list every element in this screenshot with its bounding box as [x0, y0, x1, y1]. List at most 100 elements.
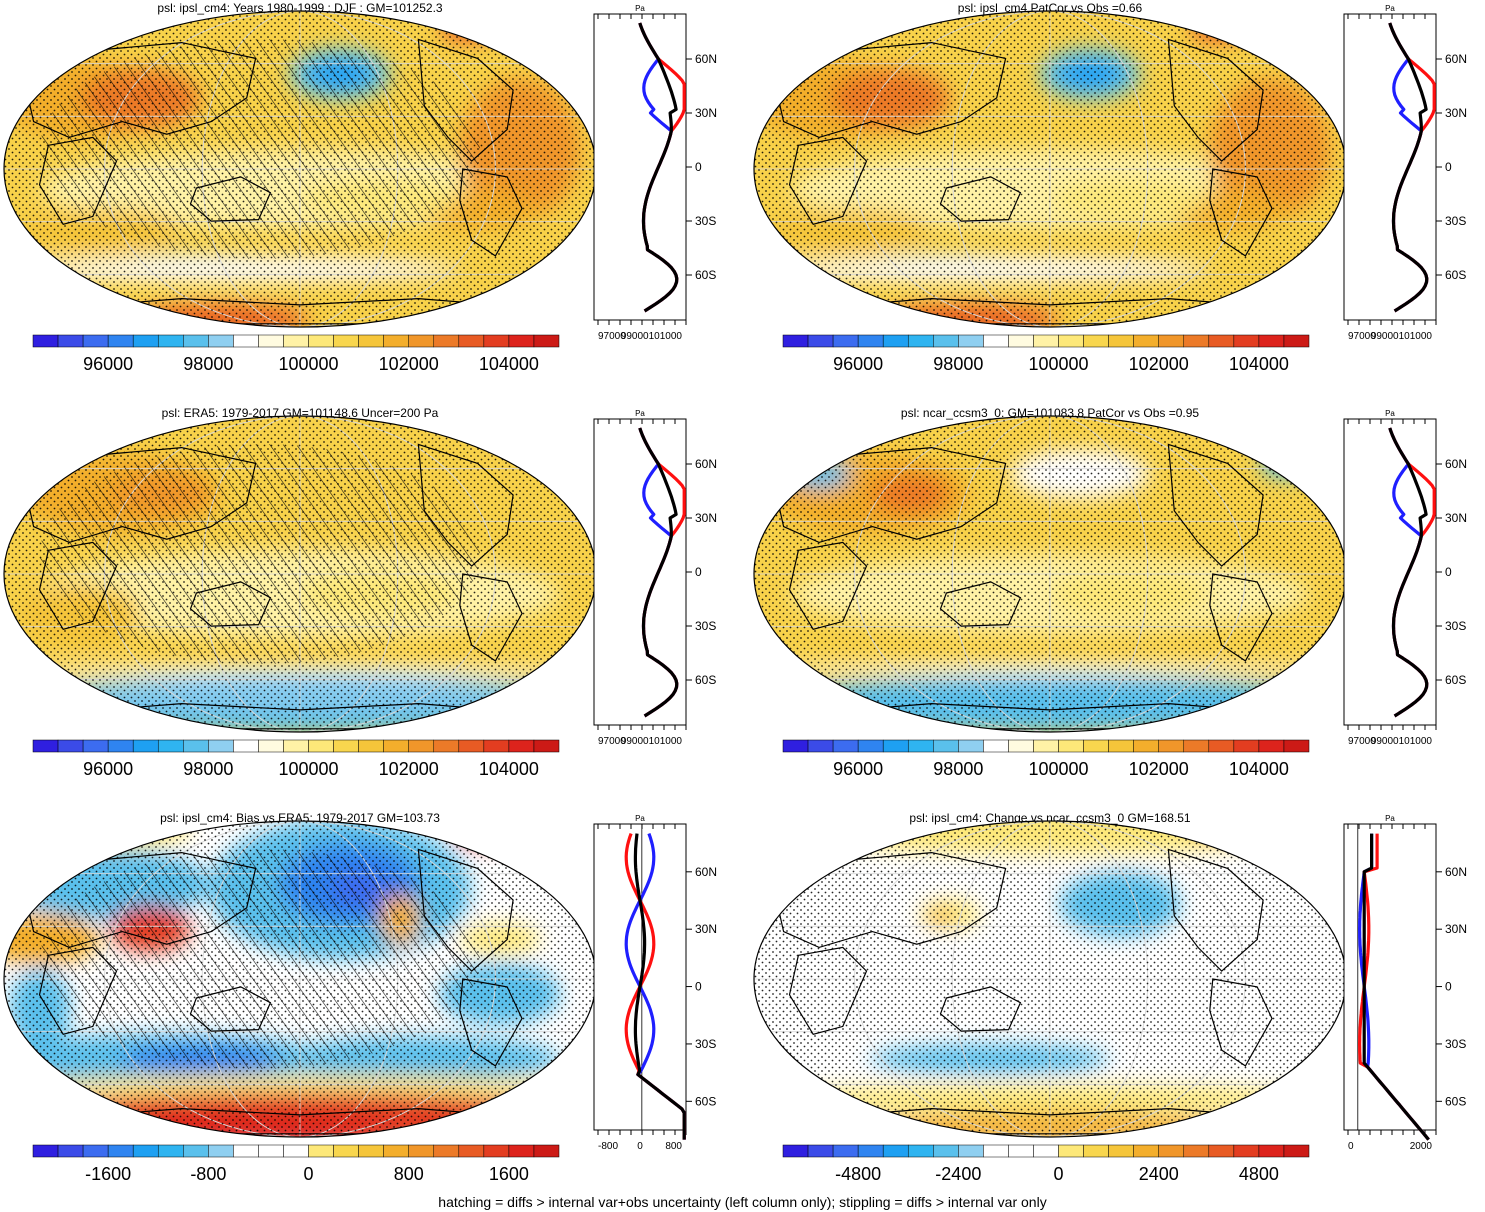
colorbar-swatch: [983, 739, 1009, 753]
colorbar-swatch: [283, 334, 309, 348]
profile-xtick-label: 99000101000: [621, 331, 683, 342]
colorbar-swatch: [333, 334, 359, 348]
coastline: [24, 851, 257, 949]
profile-ytick-label: 60N: [1445, 865, 1467, 879]
profile-ytick-label: 30N: [1445, 922, 1467, 936]
profile-frame: [1343, 13, 1437, 321]
colorbar-swatch: [857, 739, 884, 753]
coastline: [788, 136, 868, 225]
map-field: [4, 11, 596, 327]
colorbar-swatch: [132, 739, 159, 753]
profile-xtick-label: 99000101000: [1371, 736, 1433, 747]
colorbar-tick-label: 96000: [83, 759, 133, 779]
colorbar-swatch: [433, 334, 460, 348]
colorbar-swatch: [183, 334, 209, 348]
colorbar-swatch: [1008, 739, 1034, 753]
profile-line-black: [1362, 833, 1430, 1141]
panel-title: psl: ncar_ccsm3_0: GM=101083.8 PatCor vs…: [901, 406, 1199, 420]
profile-ytick-label: 60S: [1445, 268, 1466, 282]
colorbar-swatch: [1133, 334, 1159, 348]
colorbar-swatch: [907, 334, 934, 348]
colorbar-tick-label: 100000: [1028, 759, 1088, 779]
profile-ytick-label: 30S: [695, 214, 716, 228]
colorbar-swatch: [358, 739, 384, 753]
profile-xlabel: Pa: [1385, 4, 1395, 13]
stippling: [754, 11, 1346, 327]
colorbar-swatch: [832, 739, 859, 753]
colorbar-swatch: [32, 739, 59, 753]
colorbar: -1600 -800 0 800 1600: [32, 1144, 560, 1184]
colorbar-swatch: [1008, 1144, 1034, 1158]
colorbar-swatch: [483, 739, 510, 753]
colorbar-swatch: [1108, 1144, 1134, 1158]
colorbar: 96000 98000 100000 102000 104000: [782, 739, 1310, 779]
colorbar-swatch: [32, 1144, 59, 1158]
panel-p3: psl: ERA5: 1979-2017 GM=101148.6 Uncer=2…: [3, 406, 717, 779]
profile-ytick-label: 30N: [695, 922, 717, 936]
colorbar-swatch: [1258, 1144, 1285, 1158]
colorbar-swatch: [857, 1144, 884, 1158]
stippling: [754, 416, 1346, 732]
colorbar-swatch: [1183, 739, 1210, 753]
panel-p2: psl: ipsl_cm4 PatCor vs Obs =0.66 Pa 60N 30…: [753, 1, 1467, 374]
colorbar-swatch: [383, 334, 409, 348]
coastline: [774, 41, 1007, 139]
colorbar-swatch: [508, 1144, 535, 1158]
colorbar-swatch: [933, 334, 959, 348]
profile-xtick-label: 0: [637, 1141, 643, 1152]
colorbar-swatch: [933, 1144, 959, 1158]
profile-ytick-label: 60N: [1445, 457, 1467, 471]
colorbar-tick-label: 0: [1054, 1164, 1064, 1184]
colorbar-swatch: [183, 739, 209, 753]
coastline: [24, 41, 257, 139]
coastline: [1167, 848, 1264, 972]
profile-ytick-label: 0: [1445, 160, 1452, 174]
colorbar-tick-label: 2400: [1139, 1164, 1179, 1184]
colorbar-swatch: [483, 334, 510, 348]
coastline: [459, 978, 523, 1067]
colorbar-swatch: [1108, 334, 1134, 348]
profile-xtick-label: 97000: [598, 331, 626, 342]
panel-title: psl: ipsl_cm4: Change vs ncar_ccsm3_0 GM…: [909, 811, 1190, 825]
colorbar-swatch: [208, 1144, 234, 1158]
colorbar-swatch: [57, 739, 84, 753]
profile-ytick-label: 0: [1445, 980, 1452, 994]
colorbar-tick-label: 102000: [1129, 354, 1189, 374]
coastline: [774, 446, 1007, 544]
colorbar-swatch: [408, 739, 435, 753]
profile-xlabel: Pa: [1385, 409, 1395, 418]
panel-title: psl: ipsl_cm4 PatCor vs Obs =0.66: [958, 1, 1143, 15]
profile-ytick-label: 30S: [695, 1037, 716, 1051]
colorbar-tick-label: 104000: [1229, 759, 1289, 779]
profile-ytick-label: 0: [695, 980, 702, 994]
colorbar-swatch: [383, 1144, 409, 1158]
colorbar-tick-label: 0: [304, 1164, 314, 1184]
profile-xlabel: Pa: [635, 814, 645, 823]
colorbar: 96000 98000 100000 102000 104000: [32, 739, 560, 779]
colorbar-swatch: [1158, 334, 1185, 348]
colorbar-swatch: [308, 334, 334, 348]
colorbar-swatch: [1083, 334, 1109, 348]
profile-ytick-label: 0: [1445, 565, 1452, 579]
contour-region: [1190, 821, 1270, 841]
colorbar-swatch: [958, 739, 984, 753]
coastline: [417, 848, 514, 972]
coastline: [939, 581, 1022, 627]
colorbar-swatch: [1083, 739, 1109, 753]
coastline: [38, 946, 118, 1035]
colorbar-swatch: [1283, 1144, 1310, 1158]
profile-xtick-label: 97000: [1348, 331, 1376, 342]
profile-ytick-label: 60N: [695, 457, 717, 471]
colorbar-tick-label: 102000: [379, 759, 439, 779]
colorbar-swatch: [832, 1144, 859, 1158]
profile-ytick-label: 0: [695, 160, 702, 174]
colorbar-swatch: [1233, 739, 1260, 753]
colorbar-swatch: [983, 1144, 1009, 1158]
coastline: [417, 443, 514, 567]
colorbar-swatch: [82, 334, 109, 348]
profile-ytick-label: 60N: [695, 52, 717, 66]
panel-title: psl: ipsl_cm4: Bias vs ERA5: 1979-2017 G…: [160, 811, 440, 825]
colorbar-swatch: [782, 334, 809, 348]
